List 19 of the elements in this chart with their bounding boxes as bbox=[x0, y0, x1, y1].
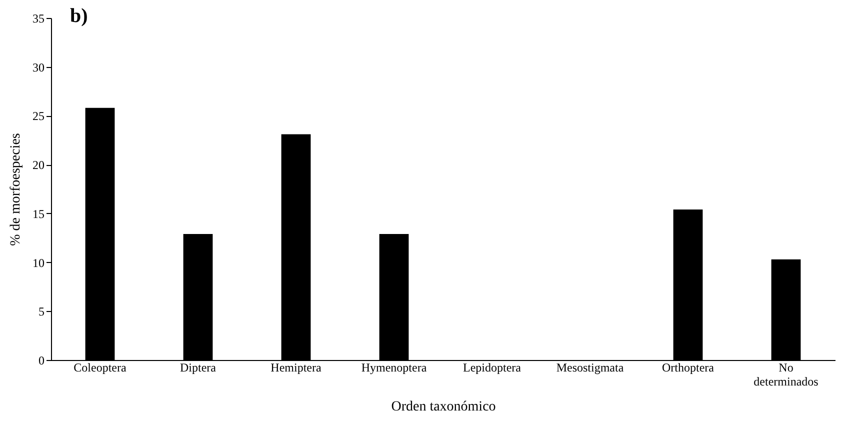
x-tick-label: Coleoptera bbox=[74, 360, 127, 374]
y-tick-label: 25 bbox=[32, 109, 44, 124]
y-tick-label: 35 bbox=[32, 12, 44, 26]
x-tick-label: Lepidoptera bbox=[463, 360, 522, 374]
x-tick-label: Hemiptera bbox=[270, 360, 322, 374]
y-axis-title: % de morfoespecies bbox=[8, 133, 24, 246]
chart-title: b) bbox=[70, 5, 88, 27]
y-tick-label: 10 bbox=[32, 256, 44, 270]
x-tick-label: No determinados bbox=[754, 360, 819, 388]
x-tick-label: Diptera bbox=[180, 360, 217, 374]
x-tick-label: Hymenoptera bbox=[361, 360, 428, 374]
y-tick-label: 20 bbox=[32, 158, 44, 172]
x-tick-label: Orthoptera bbox=[662, 360, 715, 374]
x-axis-title: Orden taxonómico bbox=[391, 400, 496, 414]
y-tick-label: 30 bbox=[32, 60, 44, 74]
y-tick-label: 5 bbox=[38, 304, 44, 319]
y-tick-label: 0 bbox=[38, 354, 44, 368]
x-tick-label: Mesostigmata bbox=[556, 360, 624, 374]
y-tick-label: 15 bbox=[32, 206, 44, 221]
